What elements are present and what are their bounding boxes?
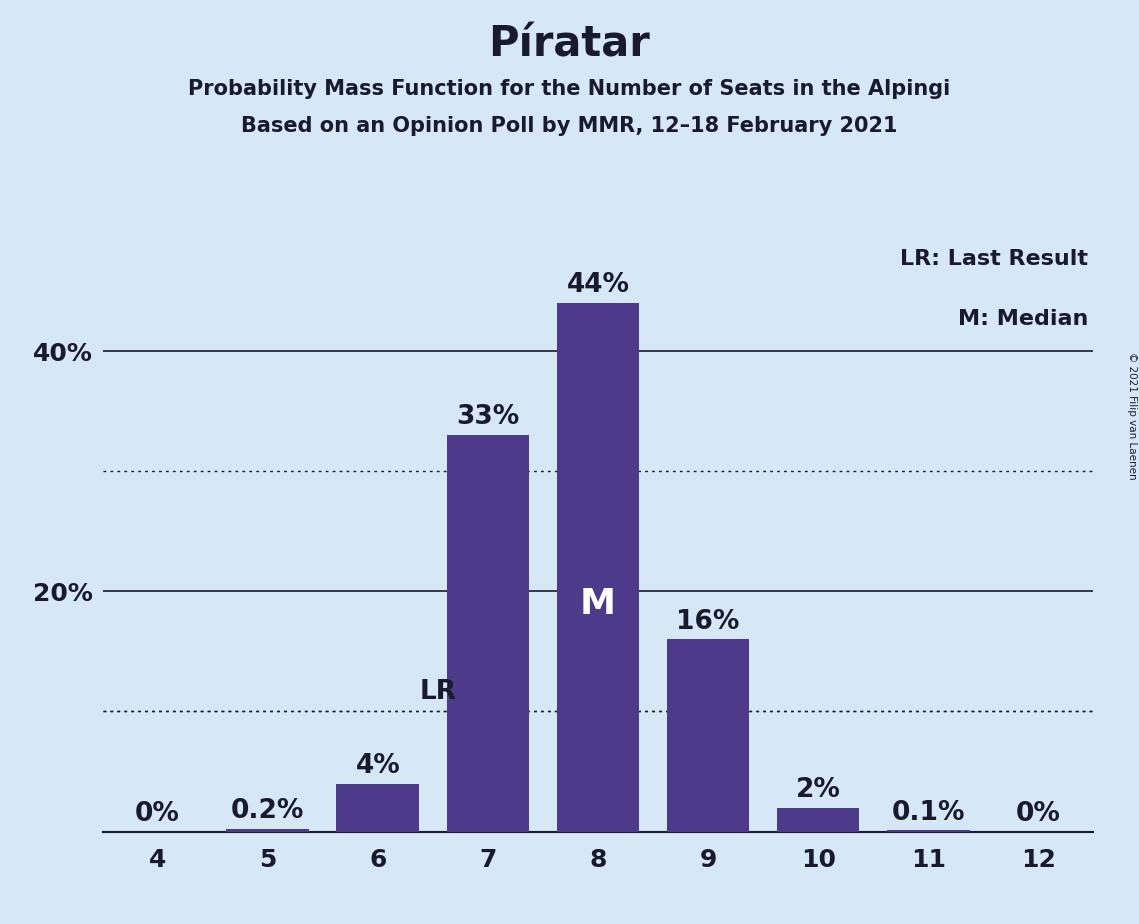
Bar (227, 829, 309, 832)
Text: LR: Last Result: LR: Last Result (901, 249, 1089, 269)
Bar (557, 303, 639, 832)
Bar (777, 808, 860, 832)
Text: Based on an Opinion Poll by MMR, 12–18 February 2021: Based on an Opinion Poll by MMR, 12–18 F… (241, 116, 898, 136)
Text: 2%: 2% (796, 777, 841, 803)
Text: 0%: 0% (136, 801, 180, 827)
Text: LR: LR (420, 679, 457, 706)
Text: 4%: 4% (355, 753, 400, 779)
Text: 44%: 44% (566, 273, 630, 298)
Text: 16%: 16% (677, 609, 739, 635)
Text: 0.1%: 0.1% (892, 799, 965, 826)
Text: M: Median: M: Median (958, 309, 1089, 329)
Text: © 2021 Filip van Laenen: © 2021 Filip van Laenen (1126, 352, 1137, 480)
Text: Probability Mass Function for the Number of Seats in the Alpingi: Probability Mass Function for the Number… (188, 79, 951, 99)
Bar (336, 784, 419, 832)
Text: 0%: 0% (1016, 801, 1060, 827)
Text: Píratar: Píratar (489, 23, 650, 65)
Text: 33%: 33% (457, 405, 519, 431)
Bar (666, 639, 749, 832)
Bar (887, 831, 969, 832)
Text: M: M (580, 588, 616, 621)
Bar (446, 435, 530, 832)
Text: 0.2%: 0.2% (231, 798, 304, 824)
